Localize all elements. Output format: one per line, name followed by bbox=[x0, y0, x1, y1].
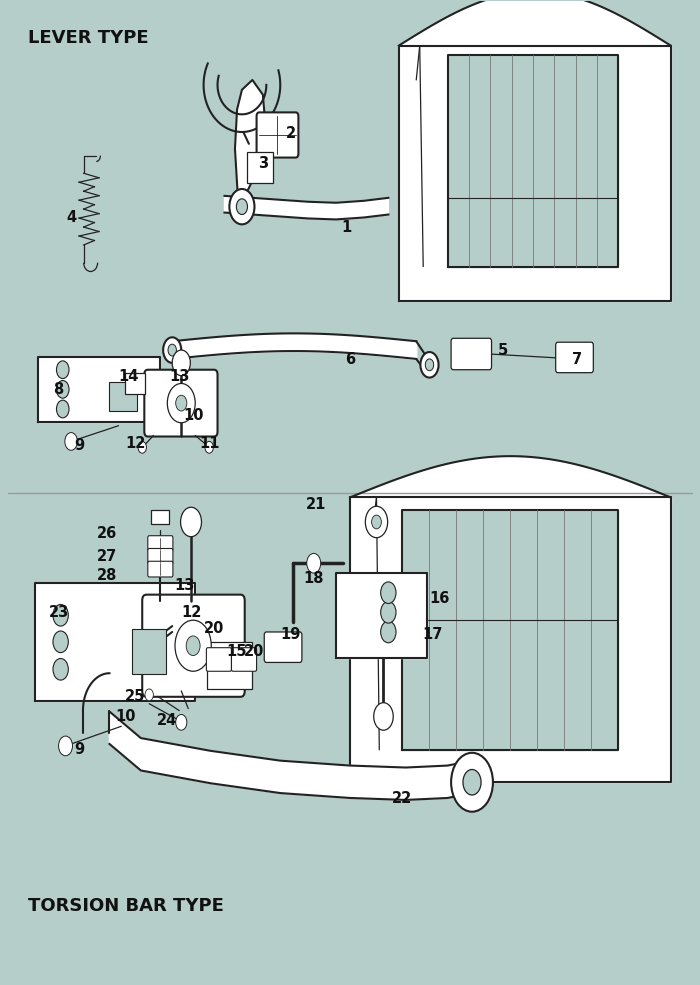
FancyBboxPatch shape bbox=[451, 338, 491, 369]
Text: 12: 12 bbox=[125, 436, 146, 451]
Text: 20: 20 bbox=[204, 621, 224, 635]
Text: 9: 9 bbox=[74, 743, 85, 757]
Polygon shape bbox=[38, 357, 160, 422]
Circle shape bbox=[53, 631, 69, 653]
FancyBboxPatch shape bbox=[144, 369, 218, 436]
Text: 13: 13 bbox=[169, 369, 190, 384]
Circle shape bbox=[421, 352, 438, 377]
Circle shape bbox=[65, 432, 78, 450]
Text: 14: 14 bbox=[118, 369, 139, 384]
Text: 25: 25 bbox=[125, 690, 146, 704]
Polygon shape bbox=[350, 497, 671, 782]
Text: 17: 17 bbox=[422, 627, 442, 642]
Text: 8: 8 bbox=[53, 382, 64, 397]
Circle shape bbox=[186, 636, 200, 656]
Text: 6: 6 bbox=[345, 353, 355, 367]
Polygon shape bbox=[402, 510, 618, 750]
Polygon shape bbox=[399, 45, 671, 301]
FancyBboxPatch shape bbox=[257, 112, 298, 158]
Text: 7: 7 bbox=[571, 353, 582, 367]
Circle shape bbox=[167, 383, 195, 423]
FancyBboxPatch shape bbox=[556, 342, 594, 372]
FancyBboxPatch shape bbox=[148, 549, 173, 564]
Polygon shape bbox=[225, 196, 389, 220]
Circle shape bbox=[374, 702, 393, 730]
Circle shape bbox=[57, 380, 69, 398]
Text: 11: 11 bbox=[199, 436, 219, 451]
Text: 13: 13 bbox=[174, 578, 194, 593]
Text: 9: 9 bbox=[74, 438, 85, 453]
Circle shape bbox=[463, 769, 481, 795]
Text: 26: 26 bbox=[97, 526, 118, 541]
Circle shape bbox=[205, 441, 214, 453]
Text: 20: 20 bbox=[244, 644, 264, 659]
Circle shape bbox=[372, 515, 382, 529]
Bar bbox=[247, 152, 273, 183]
Text: 1: 1 bbox=[342, 220, 351, 234]
FancyBboxPatch shape bbox=[142, 595, 245, 696]
Text: 10: 10 bbox=[116, 709, 136, 724]
Circle shape bbox=[381, 622, 396, 643]
FancyBboxPatch shape bbox=[148, 561, 173, 577]
Text: 12: 12 bbox=[181, 605, 201, 620]
Text: 10: 10 bbox=[183, 409, 204, 424]
Circle shape bbox=[53, 605, 69, 626]
Bar bbox=[109, 381, 137, 411]
Text: 24: 24 bbox=[158, 713, 178, 728]
Circle shape bbox=[57, 400, 69, 418]
Circle shape bbox=[381, 602, 396, 624]
Circle shape bbox=[230, 189, 255, 225]
FancyBboxPatch shape bbox=[264, 632, 302, 663]
FancyBboxPatch shape bbox=[206, 648, 232, 671]
Circle shape bbox=[168, 344, 176, 356]
Circle shape bbox=[237, 199, 248, 215]
Text: 21: 21 bbox=[307, 496, 327, 512]
Circle shape bbox=[138, 441, 146, 453]
Text: 28: 28 bbox=[97, 568, 118, 583]
Circle shape bbox=[145, 689, 153, 700]
Text: TORSION BAR TYPE: TORSION BAR TYPE bbox=[28, 897, 224, 915]
Text: 27: 27 bbox=[97, 549, 118, 563]
Circle shape bbox=[53, 659, 69, 680]
Circle shape bbox=[307, 554, 321, 573]
Polygon shape bbox=[336, 573, 427, 658]
Text: LEVER TYPE: LEVER TYPE bbox=[28, 29, 148, 47]
Polygon shape bbox=[447, 55, 618, 267]
Circle shape bbox=[381, 582, 396, 604]
FancyBboxPatch shape bbox=[232, 648, 257, 671]
Text: 15: 15 bbox=[227, 644, 247, 659]
Bar bbox=[207, 642, 253, 689]
Text: 22: 22 bbox=[392, 792, 412, 807]
Text: 19: 19 bbox=[281, 627, 301, 642]
Polygon shape bbox=[235, 80, 265, 207]
Text: 5: 5 bbox=[498, 343, 508, 358]
Text: 3: 3 bbox=[258, 156, 268, 171]
Circle shape bbox=[181, 507, 202, 537]
Polygon shape bbox=[109, 711, 472, 800]
Circle shape bbox=[57, 361, 69, 378]
Circle shape bbox=[175, 621, 211, 671]
FancyBboxPatch shape bbox=[148, 536, 173, 552]
Circle shape bbox=[163, 337, 181, 362]
Circle shape bbox=[365, 506, 388, 538]
Text: 18: 18 bbox=[304, 571, 324, 586]
Bar bbox=[132, 629, 166, 674]
Text: 16: 16 bbox=[429, 591, 449, 606]
Circle shape bbox=[451, 753, 493, 812]
Circle shape bbox=[59, 736, 73, 755]
Text: 4: 4 bbox=[66, 210, 76, 225]
Text: 2: 2 bbox=[286, 126, 296, 142]
Circle shape bbox=[176, 714, 187, 730]
Circle shape bbox=[426, 359, 434, 370]
Bar bbox=[125, 372, 145, 394]
Circle shape bbox=[176, 395, 187, 411]
Polygon shape bbox=[35, 583, 195, 700]
Text: 23: 23 bbox=[48, 605, 69, 620]
Bar bbox=[151, 510, 169, 524]
Circle shape bbox=[172, 350, 190, 375]
